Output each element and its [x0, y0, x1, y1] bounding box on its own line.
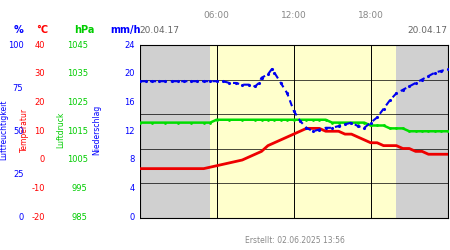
Text: 1015: 1015 — [67, 127, 88, 136]
Text: 12:00: 12:00 — [281, 11, 306, 20]
Text: 20: 20 — [35, 98, 45, 107]
Text: -10: -10 — [32, 184, 45, 193]
Text: 4: 4 — [130, 184, 135, 193]
Text: 1005: 1005 — [67, 156, 88, 164]
Text: °C: °C — [36, 25, 48, 35]
Text: mm/h: mm/h — [110, 25, 141, 35]
Text: Niederschlag: Niederschlag — [92, 105, 101, 155]
Text: 10: 10 — [35, 127, 45, 136]
Text: 1045: 1045 — [67, 40, 88, 50]
Text: Erstellt: 02.06.2025 13:56: Erstellt: 02.06.2025 13:56 — [245, 236, 345, 245]
Text: 30: 30 — [34, 69, 45, 78]
Text: 1035: 1035 — [67, 69, 88, 78]
Text: 0: 0 — [130, 213, 135, 222]
Text: 40: 40 — [35, 40, 45, 50]
Text: 20: 20 — [125, 69, 135, 78]
Text: 12: 12 — [125, 127, 135, 136]
Text: -20: -20 — [32, 213, 45, 222]
Text: 8: 8 — [130, 156, 135, 164]
Text: %: % — [14, 25, 23, 35]
Bar — [210, 45, 396, 218]
Text: 75: 75 — [13, 84, 23, 92]
Text: Temperatur: Temperatur — [20, 108, 29, 152]
Bar — [396, 45, 448, 218]
Text: 18:00: 18:00 — [358, 11, 383, 20]
Text: hPa: hPa — [74, 25, 94, 35]
Text: 24: 24 — [125, 40, 135, 50]
Text: Luftfeuchtigkeit: Luftfeuchtigkeit — [0, 100, 8, 160]
Text: 995: 995 — [72, 184, 88, 193]
Text: 16: 16 — [124, 98, 135, 107]
Bar — [140, 45, 210, 218]
Text: 1025: 1025 — [67, 98, 88, 107]
Text: 100: 100 — [8, 40, 23, 50]
Text: 20.04.17: 20.04.17 — [408, 26, 448, 35]
Text: 20.04.17: 20.04.17 — [140, 26, 180, 35]
Text: 50: 50 — [13, 127, 23, 136]
Text: 0: 0 — [40, 156, 45, 164]
Text: 25: 25 — [13, 170, 23, 179]
Text: 985: 985 — [72, 213, 88, 222]
Text: Luftdruck: Luftdruck — [56, 112, 65, 148]
Text: 0: 0 — [18, 213, 23, 222]
Text: 06:00: 06:00 — [203, 11, 230, 20]
